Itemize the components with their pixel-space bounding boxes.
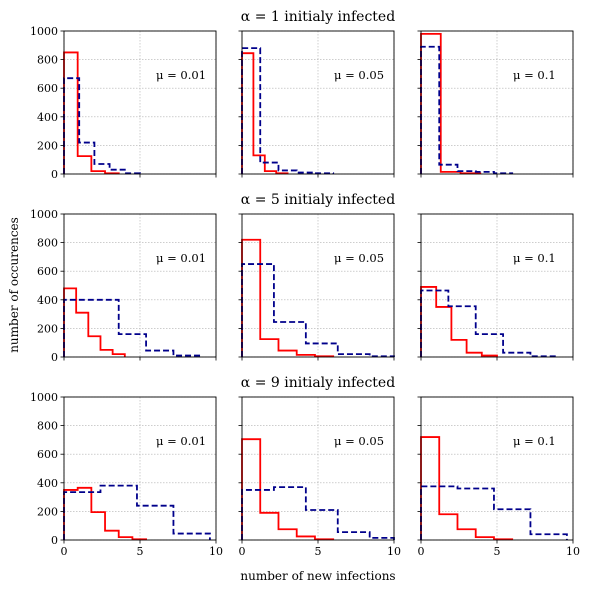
y-tick-label: 400	[37, 477, 58, 490]
mu-annotation: μ = 0.01	[156, 68, 206, 82]
y-tick-label: 400	[37, 111, 58, 124]
y-tick-label: 600	[37, 82, 58, 95]
series-dashed-step	[241, 486, 395, 540]
x-tick-label: 0	[239, 545, 246, 558]
y-tick-label: 600	[37, 265, 58, 278]
series-solid-step	[420, 32, 482, 175]
y-tick-label: 1000	[30, 25, 58, 38]
mu-annotation: μ = 0.05	[334, 434, 384, 448]
panel-0-2: μ = 0.1	[417, 30, 574, 178]
series-solid-step	[241, 438, 335, 541]
series-dashed-step	[420, 45, 514, 175]
panel-0-1: μ = 0.05	[238, 30, 395, 178]
mu-annotation: μ = 0.01	[156, 434, 206, 448]
mu-annotation: μ = 0.05	[334, 68, 384, 82]
panel-2-2: 0 5 10 μ = 0.1	[417, 396, 580, 558]
y-tick-label: 800	[37, 420, 58, 433]
series-dashed-step	[241, 47, 335, 175]
series-dashed-step	[63, 298, 202, 357]
series-dashed-step	[420, 289, 559, 358]
y-axis-label: number of occurences	[7, 217, 21, 353]
x-tick-label: 0	[418, 545, 425, 558]
series-solid-step	[420, 436, 514, 541]
panel-0-0: 0 200 400 600 800 1000 μ = 0.01	[30, 25, 217, 181]
series-solid-step	[63, 486, 147, 541]
x-tick-label: 10	[209, 545, 223, 558]
series-dashed-step	[63, 484, 211, 540]
y-tick-label: 0	[51, 534, 58, 547]
row-title-1: α = 5 initialy infected	[241, 192, 395, 208]
series-solid-step	[241, 238, 335, 358]
x-tick-label: 5	[137, 545, 144, 558]
series-dashed-step	[63, 77, 141, 175]
y-tick-label: 400	[37, 294, 58, 307]
y-tick-label: 200	[37, 139, 58, 152]
x-tick-label: 5	[494, 545, 501, 558]
y-tick-label: 800	[37, 54, 58, 67]
x-tick-label: 0	[61, 545, 68, 558]
series-dashed-step	[420, 485, 568, 540]
mu-annotation: μ = 0.01	[156, 251, 206, 265]
y-tick-label: 200	[37, 505, 58, 518]
mu-annotation: μ = 0.1	[513, 251, 556, 265]
panel-1-1: μ = 0.05	[238, 213, 395, 361]
series-solid-step	[420, 286, 498, 357]
panel-2-1: 0 5 10 μ = 0.05	[238, 396, 401, 558]
series-dashed-step	[241, 263, 395, 358]
y-tick-label: 200	[37, 322, 58, 335]
y-tick-label: 0	[51, 351, 58, 364]
panel-2-0: 0 5 10 0 200 400 600 800 1000 μ = 0.01	[30, 391, 223, 558]
y-tick-label: 1000	[30, 391, 58, 404]
y-tick-label: 800	[37, 237, 58, 250]
mu-annotation: μ = 0.1	[513, 434, 556, 448]
x-tick-label: 10	[387, 545, 401, 558]
series-solid-step	[241, 52, 289, 175]
x-axis-label: number of new infections	[240, 569, 395, 583]
series-solid-step	[63, 287, 126, 357]
panel-1-2: μ = 0.1	[417, 213, 574, 361]
mu-annotation: μ = 0.05	[334, 251, 384, 265]
panel-1-0: 0 200 400 600 800 1000 μ = 0.01	[30, 208, 217, 364]
y-tick-label: 0	[51, 168, 58, 181]
row-title-0: α = 1 initialy infected	[241, 9, 395, 25]
x-tick-label: 10	[566, 545, 580, 558]
y-tick-label: 1000	[30, 208, 58, 221]
mu-annotation: μ = 0.1	[513, 68, 556, 82]
series-solid-step	[63, 51, 120, 175]
x-tick-label: 5	[315, 545, 322, 558]
row-title-2: α = 9 initialy infected	[241, 375, 395, 391]
y-tick-label: 600	[37, 448, 58, 461]
